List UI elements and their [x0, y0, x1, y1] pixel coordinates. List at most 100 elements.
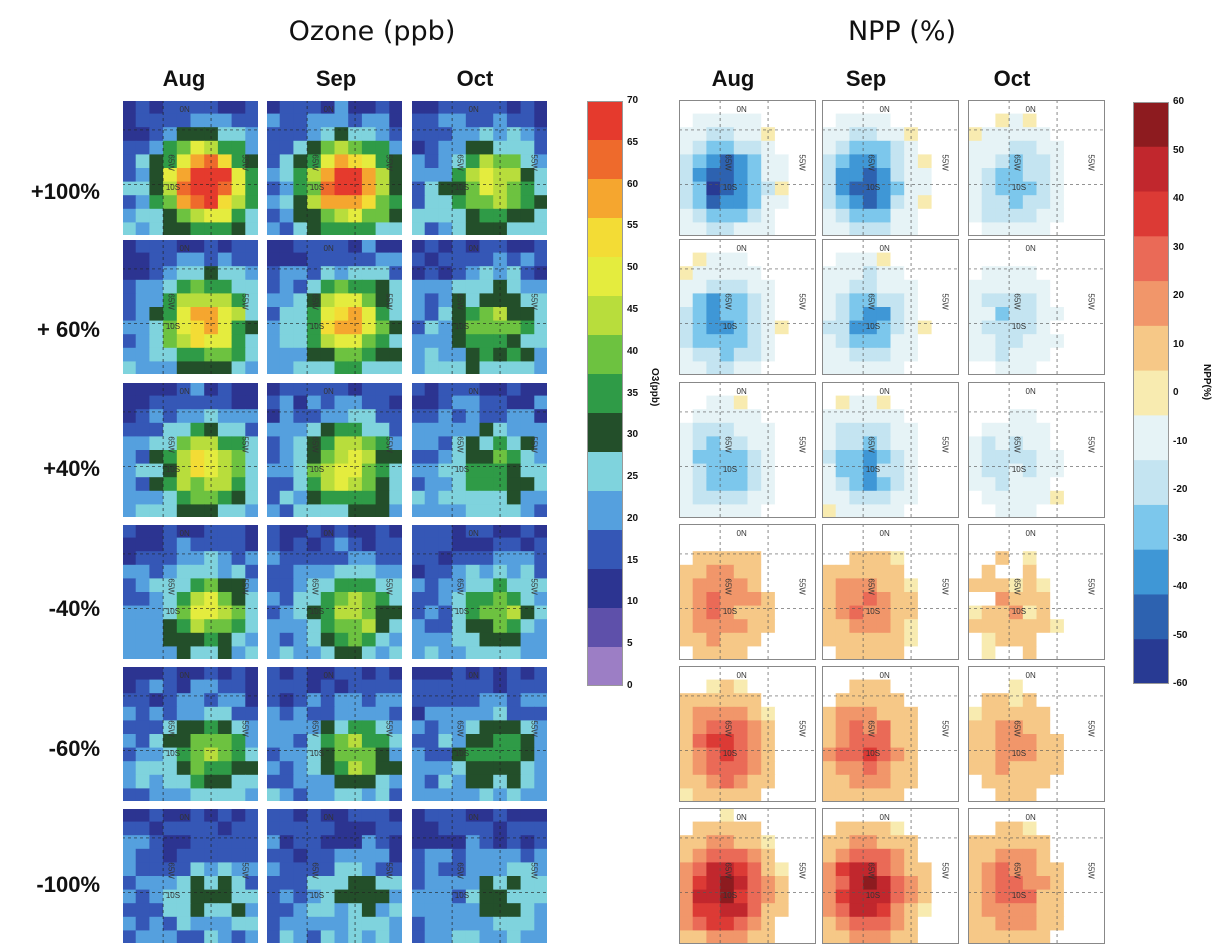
heatmap-cell	[348, 551, 363, 566]
heatmap-cell	[334, 761, 349, 776]
heatmap-cell	[774, 409, 790, 424]
heatmap-cell	[995, 693, 1010, 708]
heatmap-cell	[1077, 646, 1092, 660]
heatmap-cell	[361, 222, 377, 236]
ozone-map-panel: 0N 10S 65W 55W	[122, 524, 259, 660]
ozone-map-panel: 0N 10S 65W 55W	[411, 666, 548, 802]
heatmap-cell	[1077, 252, 1092, 267]
heatmap-cell	[931, 930, 946, 944]
heatmap-cell	[438, 127, 453, 142]
heatmap-cell	[204, 747, 219, 762]
heatmap-cell	[361, 334, 377, 349]
heatmap-cell	[1063, 195, 1079, 210]
heatmap-cell	[890, 113, 905, 128]
heatmap-cell	[176, 208, 192, 223]
heatmap-cell	[692, 788, 707, 802]
heatmap-cell	[149, 788, 164, 802]
heatmap-cell	[452, 862, 467, 877]
heatmap-cell	[849, 208, 864, 223]
heatmap-cell	[945, 808, 959, 823]
heatmap-cell	[917, 266, 933, 281]
heatmap-cell	[890, 862, 905, 877]
heatmap-cell	[135, 679, 150, 694]
heatmap-cell	[822, 320, 837, 335]
heatmap-cell	[279, 808, 294, 823]
heatmap-cell	[706, 747, 721, 762]
heatmap-cell	[1091, 551, 1105, 566]
heatmap-cell	[945, 395, 959, 410]
heatmap-cell	[231, 761, 246, 776]
heatmap-cell	[1063, 382, 1079, 397]
heatmap-cell	[945, 876, 959, 891]
heatmap-cell	[375, 619, 390, 634]
heatmap-cell	[245, 409, 259, 424]
heatmap-cell	[520, 632, 535, 647]
heatmap-cell	[479, 720, 494, 735]
heatmap-cell	[479, 361, 494, 375]
heatmap-cell	[163, 208, 178, 223]
heatmap-cell	[135, 693, 150, 708]
heatmap-cell	[389, 632, 403, 647]
heatmap-cell	[720, 422, 735, 437]
heatmap-cell	[1050, 788, 1065, 802]
heatmap-cell	[266, 293, 281, 308]
heatmap-cell	[149, 307, 164, 322]
heatmap-cell	[849, 592, 864, 607]
heatmap-cell	[931, 734, 946, 749]
heatmap-cell	[904, 693, 919, 708]
heatmap-cell	[149, 578, 164, 593]
heatmap-cell	[1036, 252, 1051, 267]
heatmap-cell	[293, 788, 308, 802]
heatmap-cell	[320, 450, 336, 465]
heatmap-cell	[679, 463, 694, 478]
heatmap-cell	[945, 504, 959, 518]
heatmap-cell	[822, 848, 837, 863]
heatmap-cell	[520, 761, 535, 776]
map-coordinate-label: 0N	[1026, 529, 1036, 538]
heatmap-cell	[506, 551, 522, 566]
heatmap-cell	[520, 307, 535, 322]
heatmap-cell	[506, 293, 522, 308]
heatmap-cell	[506, 862, 522, 877]
heatmap-cell	[945, 592, 959, 607]
heatmap-cell	[733, 450, 749, 465]
map-coordinate-label: 55W	[241, 720, 250, 737]
heatmap-cell	[424, 504, 439, 518]
heatmap-cell	[163, 808, 178, 823]
heatmap-cell	[149, 504, 164, 518]
heatmap-cell	[361, 181, 377, 196]
heatmap-cell	[945, 113, 959, 128]
heatmap-cell	[375, 293, 390, 308]
heatmap-cell	[1091, 821, 1105, 836]
heatmap-cell	[293, 578, 308, 593]
heatmap-cell	[534, 930, 548, 944]
heatmap-cell	[479, 666, 494, 681]
heatmap-cell	[438, 821, 453, 836]
map-coordinate-label: 0N	[1026, 244, 1036, 253]
heatmap-cell	[122, 876, 137, 891]
heatmap-cell	[692, 808, 707, 823]
heatmap-cell	[231, 774, 246, 789]
heatmap-cell	[375, 916, 390, 931]
heatmap-cell	[279, 320, 294, 335]
heatmap-cell	[348, 279, 363, 294]
heatmap-cell	[135, 916, 150, 931]
heatmap-cell	[534, 592, 548, 607]
heatmap-cell	[163, 720, 178, 735]
heatmap-cell	[720, 761, 735, 776]
heatmap-cell	[389, 666, 403, 681]
heatmap-cell	[424, 916, 439, 931]
heatmap-cell	[904, 564, 919, 579]
heatmap-cell	[788, 578, 803, 593]
heatmap-cell	[334, 154, 349, 169]
heatmap-cell	[802, 409, 816, 424]
heatmap-cell	[1009, 903, 1024, 918]
heatmap-cell	[1022, 436, 1038, 451]
heatmap-cell	[334, 436, 349, 451]
heatmap-cell	[231, 605, 246, 620]
heatmap-cell	[863, 876, 878, 891]
heatmap-cell	[849, 477, 864, 492]
heatmap-cell	[1036, 436, 1051, 451]
heatmap-cell	[389, 808, 403, 823]
heatmap-cell	[452, 848, 467, 863]
